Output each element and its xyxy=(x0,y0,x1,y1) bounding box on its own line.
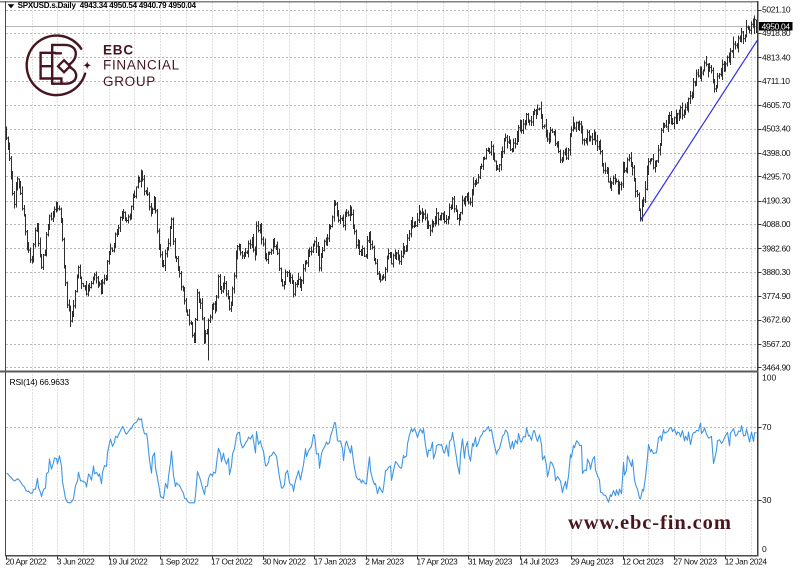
svg-text:3464.90: 3464.90 xyxy=(762,363,791,373)
svg-text:17 Apr 2023: 17 Apr 2023 xyxy=(417,557,459,567)
svg-text:4711.10: 4711.10 xyxy=(762,76,790,86)
svg-text:4605.70: 4605.70 xyxy=(762,100,791,110)
svg-text:1 Sep 2022: 1 Sep 2022 xyxy=(160,557,200,567)
svg-text:4918.80: 4918.80 xyxy=(762,28,791,38)
svg-text:2 Mar 2023: 2 Mar 2023 xyxy=(365,557,404,567)
svg-text:20 Apr 2022: 20 Apr 2022 xyxy=(6,557,48,567)
svg-text:3 Jun 2022: 3 Jun 2022 xyxy=(57,557,95,567)
svg-text:3982.60: 3982.60 xyxy=(762,243,791,253)
svg-text:SPXUSD.s.Daily 4943.34 4950.5: SPXUSD.s.Daily 4943.34 4950.54 4940.79 4… xyxy=(18,1,197,10)
svg-text:17 Oct 2022: 17 Oct 2022 xyxy=(211,557,253,567)
svg-text:3774.90: 3774.90 xyxy=(762,291,791,301)
svg-text:4398.00: 4398.00 xyxy=(762,148,791,158)
svg-text:12 Oct 2023: 12 Oct 2023 xyxy=(622,557,664,567)
svg-text:FINANCIAL: FINANCIAL xyxy=(103,58,180,73)
svg-text:4295.70: 4295.70 xyxy=(762,171,791,181)
svg-text:3567.20: 3567.20 xyxy=(762,339,791,349)
svg-text:29 Aug 2023: 29 Aug 2023 xyxy=(571,557,614,567)
svg-text:4950.04: 4950.04 xyxy=(762,21,791,31)
svg-text:4190.30: 4190.30 xyxy=(762,196,791,206)
svg-text:100: 100 xyxy=(762,372,776,382)
svg-text:27 Nov 2023: 27 Nov 2023 xyxy=(673,557,717,567)
svg-text:5021.10: 5021.10 xyxy=(762,5,791,15)
svg-text:4503.40: 4503.40 xyxy=(762,124,791,134)
svg-text:30 Nov 2022: 30 Nov 2022 xyxy=(262,557,306,567)
svg-text:4088.00: 4088.00 xyxy=(762,219,791,229)
svg-text:GROUP: GROUP xyxy=(103,74,156,89)
svg-text:19 Jul 2022: 19 Jul 2022 xyxy=(108,557,148,567)
svg-text:3880.30: 3880.30 xyxy=(762,267,791,277)
svg-text:0: 0 xyxy=(762,544,767,554)
svg-text:3672.60: 3672.60 xyxy=(762,315,791,325)
svg-text:31 May 2023: 31 May 2023 xyxy=(468,557,513,567)
svg-text:www.ebc-fin.com: www.ebc-fin.com xyxy=(568,512,732,534)
svg-text:EBC: EBC xyxy=(103,43,134,58)
svg-text:30: 30 xyxy=(762,495,772,505)
svg-text:17 Jan 2023: 17 Jan 2023 xyxy=(314,557,357,567)
svg-text:RSI(14) 66.9633: RSI(14) 66.9633 xyxy=(10,377,70,387)
svg-text:12 Jan 2024: 12 Jan 2024 xyxy=(725,557,768,567)
svg-text:14 Jul 2023: 14 Jul 2023 xyxy=(519,557,559,567)
svg-text:4813.40: 4813.40 xyxy=(762,52,791,62)
svg-text:70: 70 xyxy=(762,422,772,432)
